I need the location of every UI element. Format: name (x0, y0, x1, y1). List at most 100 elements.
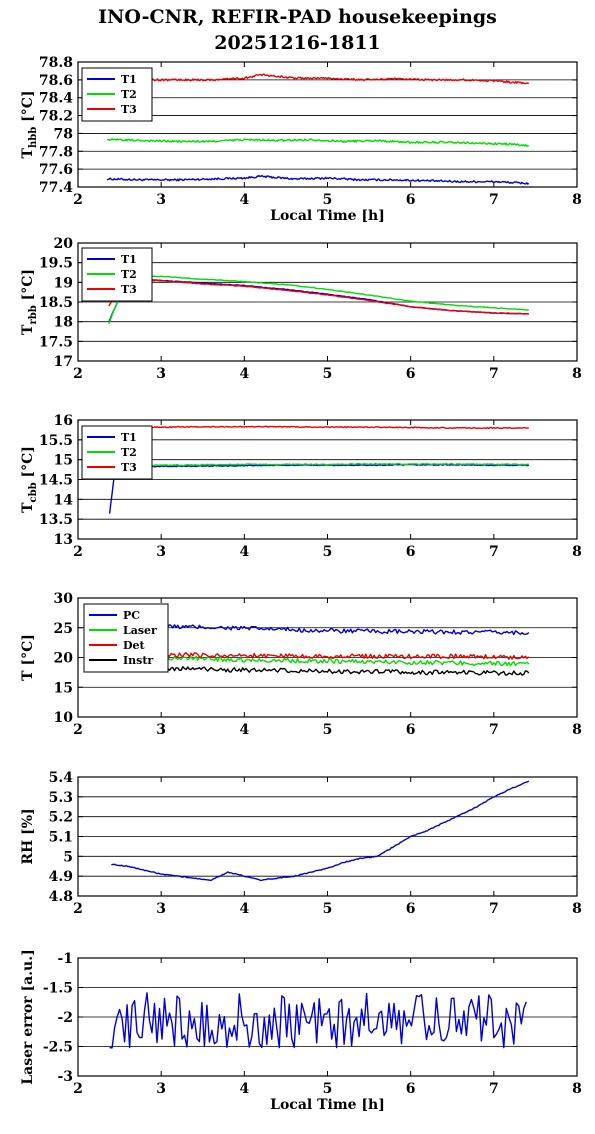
y-tick-label: 10 (54, 710, 74, 726)
legend-label: T1 (121, 73, 137, 86)
x-tick-label: 6 (406, 901, 416, 917)
x-tick-label: 8 (572, 1081, 582, 1097)
y-tick-label: 14 (54, 492, 74, 508)
x-tick-label: 8 (572, 544, 582, 560)
x-tick-label: 7 (489, 366, 499, 382)
legend-label: T2 (121, 268, 137, 281)
series-line-data (109, 992, 527, 1049)
x-tick-label: 7 (489, 1081, 499, 1097)
x-tick-label: 3 (156, 722, 166, 738)
legend-label: Laser (123, 624, 157, 637)
y-tick-label: 77.6 (39, 162, 73, 178)
x-tick-label: 2 (73, 544, 83, 560)
x-tick-label: 7 (489, 722, 499, 738)
y-tick-label: 5 (63, 849, 73, 865)
y-tick-label: 5.2 (49, 810, 73, 826)
series-line-det (160, 651, 530, 660)
y-tick-label: 18 (54, 315, 73, 331)
x-tick-label: 2 (73, 366, 83, 382)
y-tick-label: 78.6 (39, 73, 73, 89)
x-tick-label: 6 (406, 1081, 416, 1097)
y-tick-label: 5.4 (49, 770, 74, 786)
y-tick-label: -1 (57, 951, 73, 967)
legend-label: T3 (121, 461, 137, 474)
x-tick-label: 2 (73, 1081, 83, 1097)
x-tick-label: 8 (572, 366, 582, 382)
x-tick-label: 7 (489, 901, 499, 917)
x-tick-label: 4 (239, 192, 249, 208)
legend-label: PC (123, 609, 140, 622)
y-axis-label: Thbb [°C] (20, 91, 39, 159)
chart-title-line2: 20251216-1811 (214, 32, 381, 54)
y-tick-label: 77.8 (39, 144, 73, 160)
x-tick-label: 5 (323, 544, 333, 560)
y-tick-label: 14.5 (39, 473, 73, 489)
series-line-t2 (108, 274, 529, 324)
series-line-t1 (108, 277, 529, 323)
x-tick-label: 6 (406, 366, 416, 382)
x-tick-label: 3 (156, 544, 166, 560)
series-line-data (111, 780, 530, 882)
x-tick-label: 8 (572, 901, 582, 917)
x-tick-label: 4 (239, 722, 249, 738)
y-tick-label: 78.8 (39, 55, 73, 71)
x-tick-label: 4 (239, 544, 249, 560)
series-line-t3 (108, 278, 529, 315)
plot-panel-6: -3 -2.5 -2 -1.5 -1 2 3 4 5 6 7 8 Local Time [h] Laser… (20, 949, 582, 1113)
x-tick-label: 3 (156, 192, 166, 208)
x-tick-label: 2 (73, 901, 83, 917)
x-tick-label: 7 (489, 192, 499, 208)
x-tick-label: 4 (239, 1081, 249, 1097)
x-tick-label: 4 (239, 366, 249, 382)
y-tick-label: 77.4 (39, 180, 73, 196)
x-tick-label: 2 (73, 192, 83, 208)
x-tick-label: 2 (73, 722, 83, 738)
legend-label: T3 (121, 283, 137, 296)
series-line-t2 (106, 138, 529, 147)
legend-label: T1 (121, 431, 137, 444)
y-tick-label: 15.5 (39, 433, 73, 449)
y-tick-label: 15 (54, 453, 73, 469)
y-tick-label: 5.1 (49, 830, 73, 846)
x-tick-label: 5 (323, 722, 333, 738)
y-tick-label: 4.9 (49, 869, 73, 885)
y-axis-label: T [°C] (20, 634, 36, 681)
x-tick-label: 6 (406, 192, 416, 208)
plot-panel-2: 17 17.5 18 18.5 19 19.5 20 2 3 4 5 6 7 8 Trbb [°C] T1 T2… (20, 236, 582, 382)
series-line-t2 (108, 462, 529, 476)
y-tick-label: -3 (57, 1069, 73, 1085)
series-line-t1 (106, 174, 530, 185)
y-tick-label: -1.5 (43, 981, 73, 997)
chart-title-line1: INO-CNR, REFIR-PAD housekeepings (98, 6, 497, 28)
y-tick-label: 18.5 (39, 295, 73, 311)
x-tick-label: 3 (156, 1081, 166, 1097)
y-tick-label: 5.3 (49, 790, 73, 806)
series-line-t3 (109, 425, 529, 430)
y-tick-label: 13 (54, 532, 73, 548)
x-tick-label: 5 (323, 901, 333, 917)
series-line-t1 (108, 463, 530, 514)
series-line-t3 (106, 73, 530, 85)
y-tick-label: 17.5 (39, 334, 73, 350)
legend-label: T3 (121, 103, 137, 116)
legend-label: T2 (121, 446, 137, 459)
x-tick-label: 6 (406, 722, 416, 738)
y-axis-label: Trbb [°C] (20, 269, 39, 335)
y-tick-label: 20 (54, 651, 74, 667)
y-tick-label: 30 (54, 591, 74, 607)
x-tick-label: 6 (406, 544, 416, 560)
y-tick-label: 15 (54, 680, 73, 696)
y-axis-label: RH [%] (20, 808, 36, 864)
y-tick-label: 20 (54, 236, 74, 252)
plot-panel-5: 4.8 4.9 5 5.1 5.2 5.3 5.4 2 3 4 5 6 7 8 RH [%] (20, 770, 582, 917)
y-tick-label: 13.5 (39, 512, 73, 528)
y-tick-label: 19.5 (39, 256, 73, 272)
x-tick-label: 3 (156, 366, 166, 382)
y-tick-label: 19 (54, 275, 73, 291)
x-tick-label: 8 (572, 722, 582, 738)
x-axis-label: Local Time [h] (270, 208, 385, 224)
x-axis-label: Local Time [h] (270, 1097, 385, 1113)
x-tick-label: 7 (489, 544, 499, 560)
